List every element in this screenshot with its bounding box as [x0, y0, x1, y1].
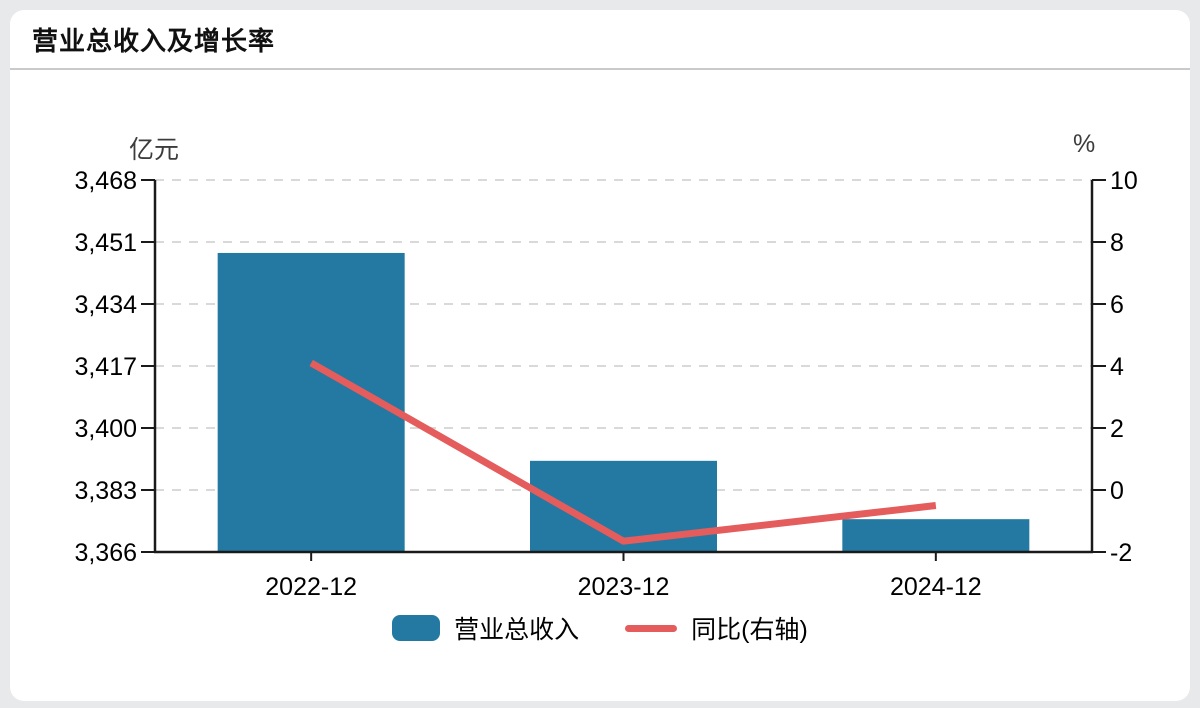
legend: 营业总收入 同比(右轴)	[10, 610, 1190, 646]
x-tick-label: 2022-12	[265, 573, 357, 601]
left-tick-label: 3,434	[74, 291, 137, 319]
left-tick-label: 3,417	[74, 353, 137, 381]
legend-label-yoy: 同比(右轴)	[691, 616, 808, 644]
legend-item-revenue[interactable]: 营业总收入	[392, 610, 579, 646]
left-tick-label: 3,383	[74, 477, 137, 505]
trend-line	[309, 359, 937, 545]
right-tick-label: 8	[1110, 229, 1124, 257]
x-tick-label: 2024-12	[890, 573, 982, 601]
left-tick-label: 3,468	[74, 167, 137, 195]
legend-item-yoy[interactable]: 同比(右轴)	[625, 610, 808, 646]
chart-area: 3,366 3,383 3,400 3,417 3,434 3,451 3,468 -2 0 2 4…	[10, 10, 1190, 701]
left-tick-label: 3,400	[74, 415, 137, 443]
right-tick-label: 4	[1110, 353, 1124, 381]
x-tick-label: 2023-12	[578, 573, 670, 601]
bar-series-swatch-icon	[392, 615, 441, 641]
left-tick-label: 3,451	[74, 229, 137, 257]
right-tick-label: 10	[1110, 167, 1138, 195]
chart-card: 营业总收入及增长率 3,366 3,383 3,400 3,417 3,434 3,451…	[10, 10, 1190, 701]
line-series-swatch-icon	[625, 624, 678, 632]
page-title: 营业总收入及增长率	[32, 25, 276, 56]
revenue-growth-chart: 3,366 3,383 3,400 3,417 3,434 3,451 3,468 -2 0 2 4…	[74, 167, 1138, 601]
card-header: 营业总收入及增长率	[10, 10, 1190, 70]
right-axis-unit: %	[1073, 130, 1096, 158]
right-tick-label: 2	[1110, 415, 1124, 443]
right-tick-label: 0	[1110, 477, 1124, 505]
legend-label-revenue: 营业总收入	[454, 616, 580, 644]
right-tick-label: -2	[1110, 539, 1132, 567]
left-tick-label: 3,366	[74, 539, 137, 567]
left-axis-unit: 亿元	[129, 136, 180, 164]
right-tick-label: 6	[1110, 291, 1124, 319]
bar-2024-12	[842, 519, 1030, 552]
